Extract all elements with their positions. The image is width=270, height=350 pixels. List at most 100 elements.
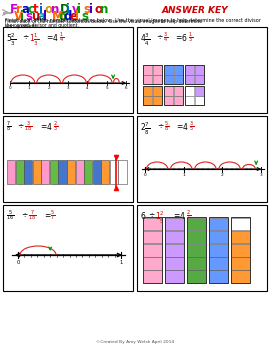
Bar bbox=[185, 96, 194, 105]
Bar bbox=[153, 86, 162, 96]
Text: $2\frac{7}{8}$: $2\frac{7}{8}$ bbox=[140, 121, 150, 137]
Bar bbox=[137, 116, 267, 202]
Text: 4: 4 bbox=[86, 86, 89, 90]
Text: $6$: $6$ bbox=[140, 210, 146, 221]
Bar bbox=[231, 244, 250, 257]
Text: $\div$: $\div$ bbox=[157, 121, 164, 130]
Bar bbox=[209, 217, 228, 230]
Bar bbox=[187, 257, 206, 270]
Text: s: s bbox=[26, 10, 33, 23]
Bar bbox=[185, 86, 194, 96]
Text: l: l bbox=[76, 10, 79, 23]
Bar bbox=[110, 160, 118, 184]
Text: r: r bbox=[16, 3, 22, 16]
Text: $4$: $4$ bbox=[46, 121, 52, 132]
Bar bbox=[174, 65, 183, 75]
Bar bbox=[143, 217, 162, 230]
Bar bbox=[209, 217, 228, 283]
Bar bbox=[164, 75, 173, 84]
Bar bbox=[143, 86, 152, 96]
Bar bbox=[50, 160, 58, 184]
Text: $=$: $=$ bbox=[172, 210, 181, 219]
Text: $4$: $4$ bbox=[52, 32, 58, 43]
Text: t: t bbox=[33, 3, 39, 16]
Text: $\div$: $\div$ bbox=[17, 121, 25, 130]
Text: o: o bbox=[45, 3, 53, 16]
Text: 6: 6 bbox=[125, 86, 127, 90]
Text: i: i bbox=[77, 3, 81, 16]
Bar bbox=[137, 27, 267, 113]
Text: D: D bbox=[60, 3, 70, 16]
Text: 3: 3 bbox=[67, 86, 69, 90]
Text: $=$: $=$ bbox=[175, 121, 184, 130]
Text: $\frac{5}{8}$: $\frac{5}{8}$ bbox=[164, 120, 169, 134]
Bar bbox=[194, 75, 204, 84]
Bar bbox=[174, 75, 183, 84]
Bar bbox=[153, 65, 162, 75]
Bar bbox=[164, 65, 173, 75]
Bar bbox=[67, 160, 75, 184]
Text: $=$: $=$ bbox=[43, 210, 52, 219]
Bar bbox=[231, 257, 250, 270]
Text: $\frac{5}{16}$: $\frac{5}{16}$ bbox=[6, 209, 14, 223]
Bar bbox=[174, 86, 183, 96]
Text: the correct divisor and quotient.: the correct divisor and quotient. bbox=[5, 23, 79, 28]
Text: ©Created By Amy Welsh April 2014: ©Created By Amy Welsh April 2014 bbox=[96, 340, 174, 344]
Text: n: n bbox=[100, 3, 109, 16]
Text: i: i bbox=[89, 3, 93, 16]
Text: $1\frac{1}{3}$: $1\frac{1}{3}$ bbox=[29, 32, 39, 48]
Bar bbox=[164, 86, 183, 105]
Bar bbox=[187, 270, 206, 283]
Bar bbox=[187, 217, 206, 283]
Bar bbox=[41, 160, 49, 184]
Text: 0: 0 bbox=[9, 86, 11, 90]
Text: c: c bbox=[27, 3, 34, 16]
Text: V: V bbox=[14, 10, 23, 23]
Text: 0: 0 bbox=[16, 259, 20, 265]
Bar bbox=[143, 257, 162, 270]
Bar bbox=[185, 65, 204, 84]
Text: a: a bbox=[37, 10, 45, 23]
Text: $\frac{3}{4}$: $\frac{3}{4}$ bbox=[163, 31, 168, 45]
Bar bbox=[187, 217, 206, 230]
Text: 0: 0 bbox=[144, 173, 146, 176]
Text: $\div$: $\div$ bbox=[148, 210, 156, 219]
Text: Finish each of the number sentences below.  Use the visual images to help determ: Finish each of the number sentences belo… bbox=[5, 18, 261, 29]
Bar bbox=[143, 270, 162, 283]
Bar bbox=[185, 75, 194, 84]
Text: $\div$: $\div$ bbox=[21, 210, 29, 219]
Text: 2: 2 bbox=[221, 173, 224, 176]
Bar bbox=[209, 231, 228, 243]
Bar bbox=[143, 244, 162, 257]
Bar bbox=[209, 257, 228, 270]
Text: Finish each of the number sentences below.  Use the visual images to help determ: Finish each of the number sentences belo… bbox=[5, 19, 202, 24]
Bar bbox=[58, 160, 67, 184]
Bar bbox=[3, 116, 133, 202]
Text: $\frac{7}{18}$: $\frac{7}{18}$ bbox=[28, 209, 36, 223]
Bar bbox=[143, 217, 162, 283]
Bar bbox=[7, 160, 15, 184]
Bar bbox=[194, 65, 204, 75]
Text: l: l bbox=[43, 10, 47, 23]
Text: n: n bbox=[50, 3, 59, 16]
Text: F: F bbox=[10, 3, 18, 16]
Text: a: a bbox=[22, 3, 30, 16]
Text: 1: 1 bbox=[28, 86, 31, 90]
Bar bbox=[231, 231, 250, 243]
Bar bbox=[165, 244, 184, 257]
Text: $1\frac{2}{5}$: $1\frac{2}{5}$ bbox=[155, 210, 165, 226]
Bar bbox=[143, 231, 162, 243]
Text: $\frac{1}{3}$: $\frac{1}{3}$ bbox=[188, 31, 193, 45]
Bar bbox=[24, 160, 32, 184]
Bar bbox=[164, 65, 183, 84]
Text: $=$: $=$ bbox=[174, 32, 183, 41]
Text: e: e bbox=[70, 10, 78, 23]
Bar bbox=[164, 96, 173, 105]
Bar bbox=[16, 160, 24, 184]
Bar bbox=[194, 96, 204, 105]
Bar bbox=[231, 217, 250, 283]
Text: u: u bbox=[31, 10, 40, 23]
Bar bbox=[153, 75, 162, 84]
Text: 2: 2 bbox=[47, 86, 50, 90]
Bar bbox=[165, 257, 184, 270]
